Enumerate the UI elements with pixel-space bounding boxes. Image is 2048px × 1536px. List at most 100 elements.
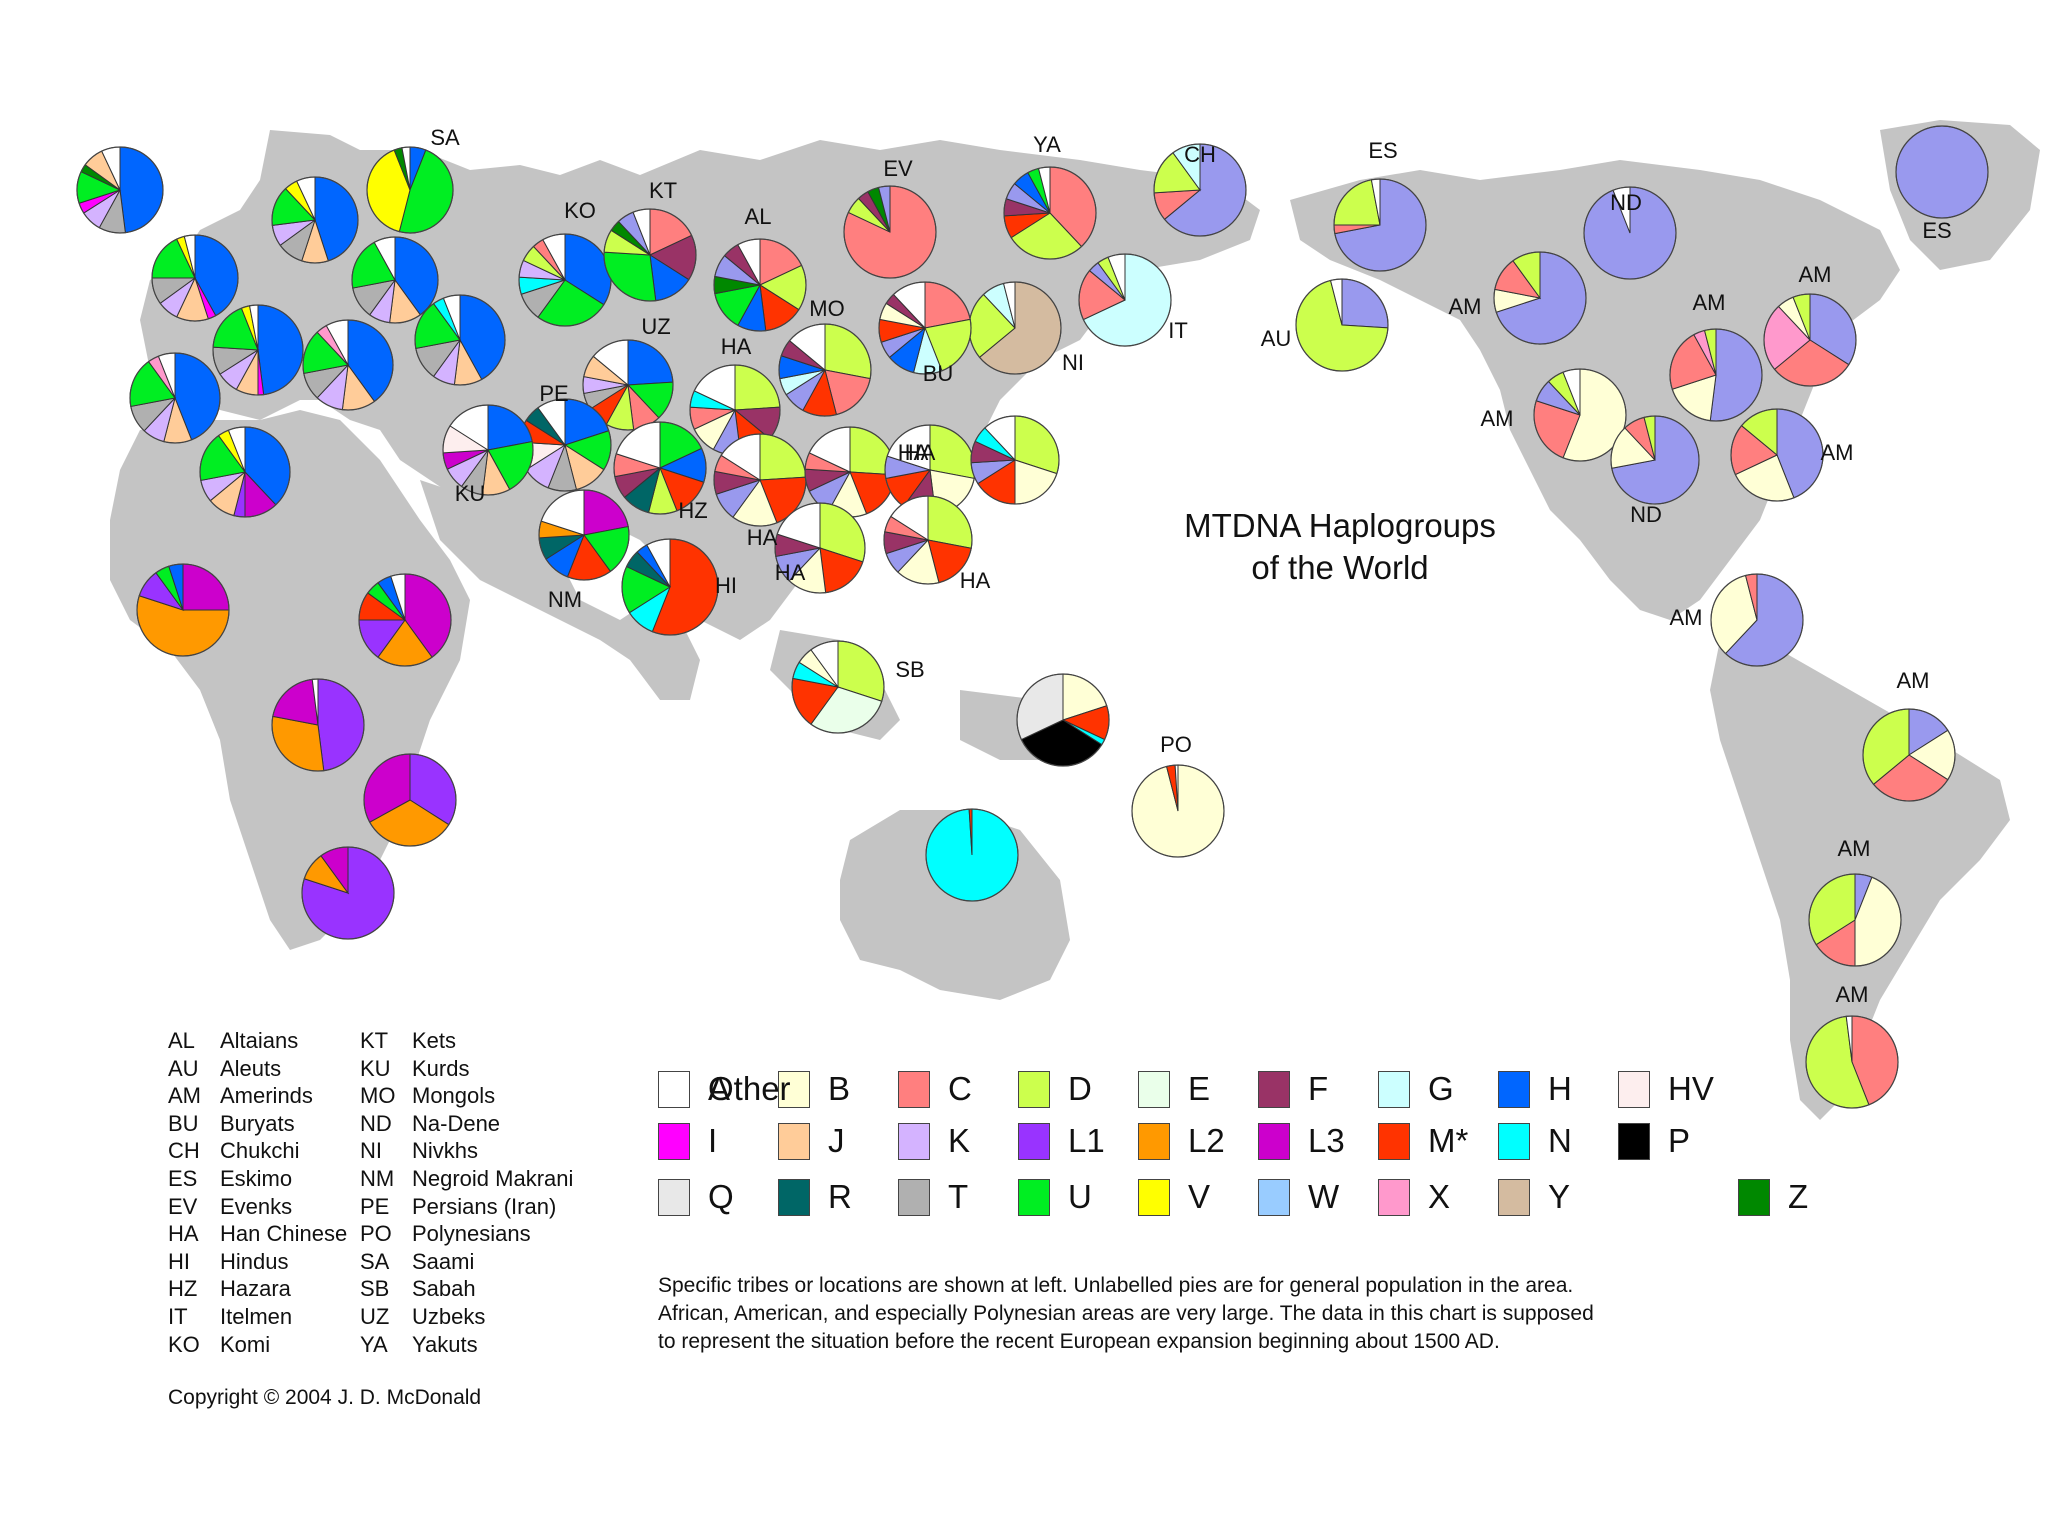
- legend-swatch: [898, 1178, 930, 1216]
- legend-label: P: [1668, 1122, 1691, 1159]
- abbreviation-name: Na-Dene: [412, 1110, 501, 1136]
- footnote-line-3: to represent the situation before the re…: [658, 1330, 1500, 1353]
- legend-swatch: [1378, 1070, 1410, 1108]
- abbreviation-name: Kurds: [412, 1055, 470, 1081]
- abbreviation-name: Saami: [412, 1248, 475, 1274]
- abbreviation-name: Hindus: [220, 1248, 289, 1274]
- abbreviation-row: AM Amerinds: [168, 1082, 347, 1110]
- legend-swatch: [658, 1070, 690, 1108]
- abbreviation-name: Amerinds: [220, 1083, 313, 1109]
- haplogroup-pie: [271, 678, 365, 772]
- footnote-line-2: African, American, and especially Polyne…: [658, 1302, 1594, 1325]
- pie-outline: [1710, 573, 1804, 667]
- legend-label: D: [1068, 1070, 1092, 1107]
- haplogroup-pie: [1862, 708, 1956, 802]
- abbreviation-code: NI: [360, 1138, 382, 1164]
- pie-outline: [1730, 408, 1824, 502]
- haplogroup-pie: [621, 538, 719, 636]
- legend-swatch: [1618, 1070, 1650, 1108]
- pie-label: ND: [1610, 190, 1642, 215]
- pie-outline: [271, 678, 365, 772]
- legend-item: HV: [1618, 1070, 1714, 1108]
- legend-label: L2: [1188, 1122, 1225, 1159]
- abbreviation-code: KO: [168, 1331, 200, 1357]
- legend-item: B: [778, 1070, 850, 1108]
- haplogroup-pie: [774, 502, 866, 594]
- haplogroup-pie: [1895, 125, 1989, 219]
- legend-item: M*: [1378, 1122, 1468, 1160]
- legend-item: H: [1498, 1070, 1572, 1108]
- legend-label: R: [828, 1178, 852, 1215]
- abbreviation-code: SA: [360, 1248, 390, 1274]
- haplogroup-pie: [76, 146, 164, 234]
- abbreviation-name: Kets: [412, 1028, 457, 1053]
- pie-label: NI: [1062, 350, 1084, 375]
- abbreviation-row: AL Altaians: [168, 1027, 347, 1055]
- pie-outline: [271, 176, 359, 264]
- pie-label: AU: [1261, 326, 1292, 351]
- pie-outline: [613, 421, 707, 515]
- haplogroup-pie: [1710, 573, 1804, 667]
- pie-outline: [136, 563, 230, 657]
- legend-item: L1: [1018, 1122, 1105, 1160]
- pie-label: AM: [1838, 836, 1871, 861]
- pie-outline: [778, 323, 872, 417]
- abbreviation-row: KU Kurds: [360, 1055, 573, 1083]
- pie-outline: [883, 495, 973, 585]
- pie-outline: [1078, 253, 1172, 347]
- pie-label: AL: [745, 204, 772, 229]
- abbreviation-code: AM: [168, 1083, 201, 1109]
- haplogroup-pie: [778, 323, 872, 417]
- abbreviation-code: BU: [168, 1110, 199, 1136]
- pie-outline: [774, 502, 866, 594]
- legend-label: HV: [1668, 1070, 1714, 1107]
- legend-swatch: [1618, 1122, 1650, 1160]
- pie-label: AM: [1821, 440, 1854, 465]
- legend-label: C: [948, 1070, 972, 1107]
- haplogroup-pie: [1295, 278, 1389, 372]
- haplogroup-pie: [414, 294, 506, 386]
- pie-outline: [1003, 166, 1097, 260]
- abbreviation-name: Chukchi: [220, 1138, 300, 1164]
- landmass-africa: [110, 410, 470, 950]
- landmass-arabia-india: [420, 480, 700, 700]
- haplogroup-pie: [1610, 415, 1700, 505]
- abbreviation-row: KO Komi: [168, 1331, 347, 1359]
- haplogroup-pie: [582, 339, 674, 431]
- pie-outline: [1895, 125, 1989, 219]
- legend-item: Other: [658, 1070, 791, 1108]
- haplogroup-pie: [791, 640, 885, 734]
- legend-swatch: [1498, 1178, 1530, 1216]
- pie-outline: [363, 753, 457, 847]
- legend-label: M*: [1428, 1122, 1469, 1159]
- legend-swatch: [658, 1178, 690, 1216]
- abbreviation-code: ES: [168, 1165, 198, 1191]
- pie-label: HZ: [678, 498, 707, 523]
- legend-swatch: [1138, 1070, 1170, 1108]
- haplogroup-pie: [804, 426, 896, 518]
- legend-label: G: [1428, 1070, 1454, 1107]
- haplogroup-pie: [366, 146, 454, 234]
- abbreviation-name: Nivkhs: [412, 1138, 479, 1164]
- pie-outline: [603, 208, 697, 302]
- pie-outline: [302, 319, 394, 411]
- haplogroup-pie: [301, 846, 395, 940]
- pie-label: IT: [1168, 318, 1188, 343]
- pie-label: YA: [1033, 132, 1061, 157]
- pie-label: AM: [1836, 982, 1869, 1007]
- pie-outline: [1862, 708, 1956, 802]
- pie-slice: [927, 495, 973, 549]
- pie-outline: [843, 185, 937, 279]
- pie-outline: [582, 339, 674, 431]
- pie-label: AM: [1449, 294, 1482, 319]
- legend-label: K: [948, 1122, 971, 1159]
- pie-outline: [1131, 764, 1225, 858]
- abbreviation-name: Uzbeks: [412, 1303, 486, 1329]
- haplogroup-pie: [603, 208, 697, 302]
- legend-swatch: [658, 1122, 690, 1160]
- haplogroup-pie: [538, 489, 630, 581]
- abbreviation-row: SB Sabah: [360, 1275, 573, 1303]
- abbreviation-row: HZ Hazara: [168, 1275, 347, 1303]
- abbreviation-code: PE: [360, 1193, 390, 1219]
- abbreviation-name: Itelmen: [220, 1303, 293, 1329]
